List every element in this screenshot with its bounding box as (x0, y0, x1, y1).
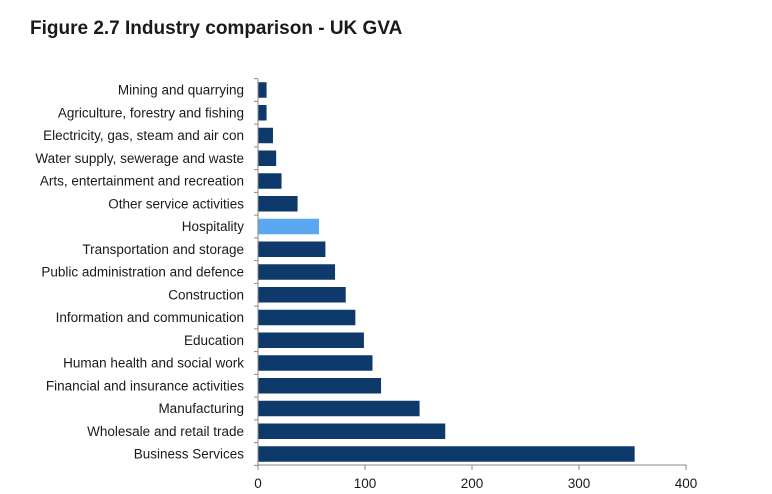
bar-agriculture-forestry-and-fishing (258, 105, 267, 121)
category-label-construction: Construction (168, 287, 244, 302)
bar-water-supply-sewerage-and-waste (258, 150, 277, 166)
category-label-education: Education (184, 333, 244, 348)
category-label-arts-entertainment-and-recreation: Arts, entertainment and recreation (40, 174, 244, 189)
tick-labels-group: 0 100 200 300 400 (254, 476, 697, 491)
category-label-business-services: Business Services (134, 447, 245, 462)
bar-public-administration-and-defence (258, 264, 336, 280)
category-label-information-and-communication: Information and communication (56, 310, 244, 325)
category-label-water-supply-sewerage-and-waste: Water supply, sewerage and waste (35, 151, 244, 166)
x-tick-label: 100 (354, 476, 377, 491)
bars-group (258, 82, 635, 462)
category-label-mining-and-quarrying: Mining and quarrying (118, 83, 244, 98)
category-label-other-service-activities: Other service activities (108, 196, 244, 211)
category-label-agriculture-forestry-and-fishing: Agriculture, forestry and fishing (58, 105, 244, 120)
bar-other-service-activities (258, 196, 298, 212)
category-label-wholesale-and-retail-trade: Wholesale and retail trade (87, 424, 244, 439)
x-tick-label: 400 (675, 476, 698, 491)
axes-group (254, 78, 687, 470)
bar-mining-and-quarrying (258, 82, 267, 98)
bar-arts-entertainment-and-recreation (258, 173, 282, 189)
bar-business-services (258, 446, 635, 462)
figure-title: Figure 2.7 Industry comparison - UK GVA (30, 18, 403, 39)
x-tick-label: 300 (568, 476, 591, 491)
x-tick-label: 200 (461, 476, 484, 491)
category-label-public-administration-and-defence: Public administration and defence (41, 265, 244, 280)
category-label-hospitality: Hospitality (182, 219, 245, 234)
bar-electricity-gas-steam-and-air-con (258, 127, 273, 144)
category-label-financial-and-insurance-activities: Financial and insurance activities (46, 378, 244, 393)
bar-information-and-communication (258, 309, 356, 326)
category-labels-group: Mining and quarrying Agriculture, forestr… (35, 83, 244, 462)
category-label-transportation-and-storage: Transportation and storage (82, 242, 244, 257)
bar-construction (258, 287, 346, 303)
bar-transportation-and-storage (258, 241, 326, 257)
category-label-human-health-and-social-work: Human health and social work (63, 356, 244, 371)
bar-hospitality (258, 218, 319, 235)
bar-manufacturing (258, 400, 420, 417)
bar-wholesale-and-retail-trade (258, 423, 446, 439)
bar-human-health-and-social-work (258, 355, 373, 371)
bar-financial-and-insurance-activities (258, 378, 382, 394)
x-tick-label: 0 (254, 476, 262, 491)
category-label-manufacturing: Manufacturing (158, 401, 244, 416)
category-label-electricity-gas-steam-and-air-con: Electricity, gas, steam and air con (43, 128, 244, 143)
bar-education (258, 332, 364, 348)
